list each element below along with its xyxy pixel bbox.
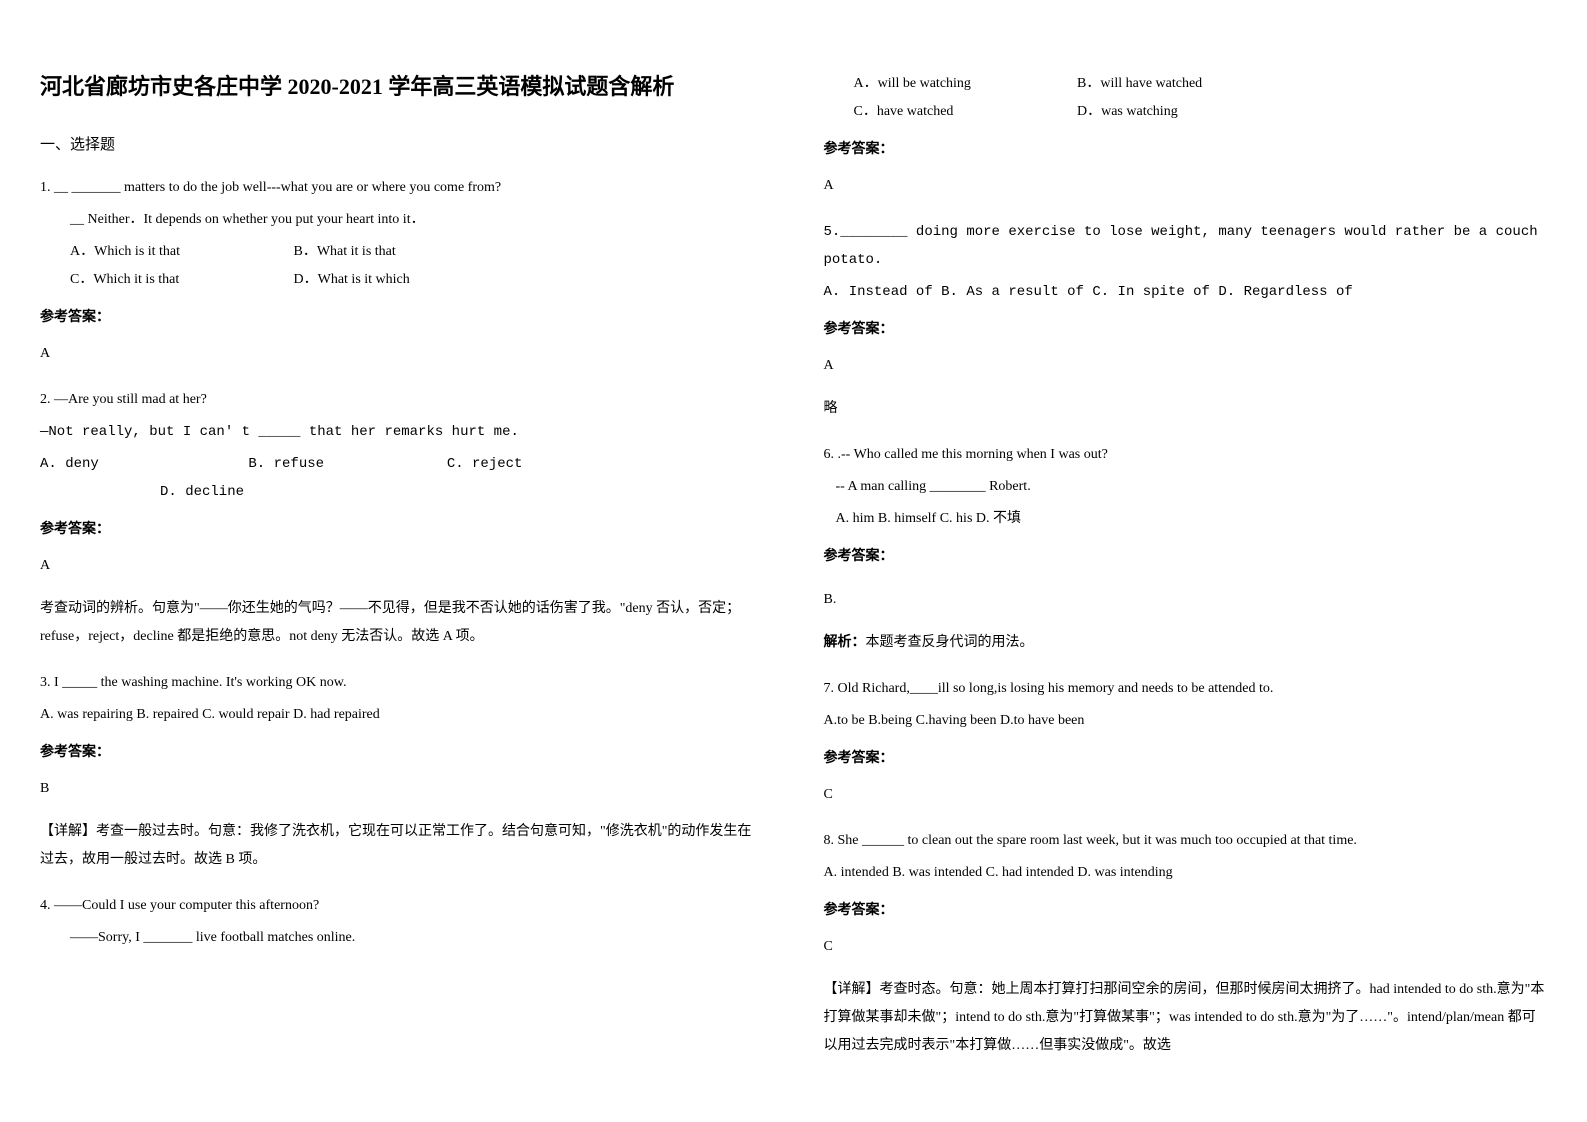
q7-answer: C — [824, 781, 1548, 809]
q1-line2: __ Neither．It depends on whether you put… — [40, 206, 764, 234]
q8-answer-label: 参考答案： — [824, 897, 1548, 925]
q2-line2: —Not really, but I can' t _____ that her… — [40, 418, 764, 446]
q1-line1: 1. __ _______ matters to do the job well… — [40, 174, 764, 202]
q8-options: A. intended B. was intended C. had inten… — [824, 859, 1548, 887]
q3-explanation: 【详解】考查一般过去时。句意：我修了洗衣机，它现在可以正常工作了。结合句意可知，… — [40, 818, 764, 874]
q4-option-d: D．was watching — [1077, 104, 1178, 119]
q2-answer: A — [40, 552, 764, 580]
section-header: 一、选择题 — [40, 133, 764, 154]
question-8: 8. She ______ to clean out the spare roo… — [824, 827, 1548, 1060]
q5-options: A. Instead of B. As a result of C. In sp… — [824, 278, 1548, 306]
q3-options: A. was repairing B. repaired C. would re… — [40, 701, 764, 729]
question-6: 6. .-- Who called me this morning when I… — [824, 441, 1548, 657]
left-column: 河北省廊坊市史各庄中学 2020-2021 学年高三英语模拟试题含解析 一、选择… — [40, 70, 764, 1078]
question-3: 3. I _____ the washing machine. It's wor… — [40, 669, 764, 874]
page-title: 河北省廊坊市史各庄中学 2020-2021 学年高三英语模拟试题含解析 — [40, 70, 764, 103]
q8-explanation: 【详解】考查时态。句意：她上周本打算打扫那间空余的房间，但那时候房间太拥挤了。h… — [824, 976, 1548, 1060]
q2-line1: 2. —Are you still mad at her? — [40, 386, 764, 414]
q7-answer-label: 参考答案： — [824, 745, 1548, 773]
q8-line1: 8. She ______ to clean out the spare roo… — [824, 827, 1548, 855]
q1-option-d: D．What is it which — [294, 272, 410, 287]
q1-option-a: A．Which is it that — [70, 238, 290, 266]
q4-line2: ——Sorry, I _______ live football matches… — [40, 924, 764, 952]
q2-option-a: A. deny — [40, 450, 240, 478]
q2-answer-label: 参考答案： — [40, 516, 764, 544]
q1-option-b: B．What it is that — [294, 244, 396, 259]
q6-options: A. him B. himself C. his D. 不填 — [824, 505, 1548, 533]
q6-explanation: 本题考查反身代词的用法。 — [866, 635, 1034, 650]
q4-option-a: A．will be watching — [854, 70, 1074, 98]
q4-option-b: B．will have watched — [1077, 76, 1202, 91]
right-column: A．will be watching B．will have watched C… — [824, 70, 1548, 1078]
question-4-part2: A．will be watching B．will have watched C… — [824, 70, 1548, 200]
q4-option-c: C．have watched — [854, 98, 1074, 126]
q2-option-c: C. reject — [447, 456, 523, 472]
q1-answer: A — [40, 340, 764, 368]
q6-answer-label: 参考答案： — [824, 543, 1548, 571]
question-2: 2. —Are you still mad at her? —Not reall… — [40, 386, 764, 651]
q1-option-c: C．Which it is that — [70, 266, 290, 294]
q3-answer-label: 参考答案： — [40, 739, 764, 767]
q4-answer-label: 参考答案： — [824, 136, 1548, 164]
q6-explanation-label: 解析： — [824, 635, 866, 650]
q7-line1: 7. Old Richard,____ill so long,is losing… — [824, 675, 1548, 703]
q7-options: A.to be B.being C.having been D.to have … — [824, 707, 1548, 735]
q6-line1: 6. .-- Who called me this morning when I… — [824, 441, 1548, 469]
question-1: 1. __ _______ matters to do the job well… — [40, 174, 764, 368]
document-container: 河北省廊坊市史各庄中学 2020-2021 学年高三英语模拟试题含解析 一、选择… — [40, 70, 1547, 1078]
q6-line2: -- A man calling ________ Robert. — [824, 473, 1548, 501]
q8-answer: C — [824, 933, 1548, 961]
q2-option-b: B. refuse — [248, 450, 438, 478]
q2-option-d: D. decline — [160, 484, 244, 500]
q2-explanation: 考查动词的辨析。句意为"——你还生她的气吗？——不见得，但是我不否认她的话伤害了… — [40, 595, 764, 651]
q3-answer: B — [40, 775, 764, 803]
question-5: 5.________ doing more exercise to lose w… — [824, 218, 1548, 423]
q4-answer: A — [824, 172, 1548, 200]
q5-answer-label: 参考答案： — [824, 316, 1548, 344]
q5-note: 略 — [824, 395, 1548, 423]
question-7: 7. Old Richard,____ill so long,is losing… — [824, 675, 1548, 809]
q5-answer: A — [824, 352, 1548, 380]
q5-line1: 5.________ doing more exercise to lose w… — [824, 218, 1548, 274]
q6-answer: B. — [824, 586, 1548, 614]
q3-line1: 3. I _____ the washing machine. It's wor… — [40, 669, 764, 697]
question-4-part1: 4. ——Could I use your computer this afte… — [40, 892, 764, 952]
q1-answer-label: 参考答案： — [40, 304, 764, 332]
q4-line1: 4. ——Could I use your computer this afte… — [40, 892, 764, 920]
